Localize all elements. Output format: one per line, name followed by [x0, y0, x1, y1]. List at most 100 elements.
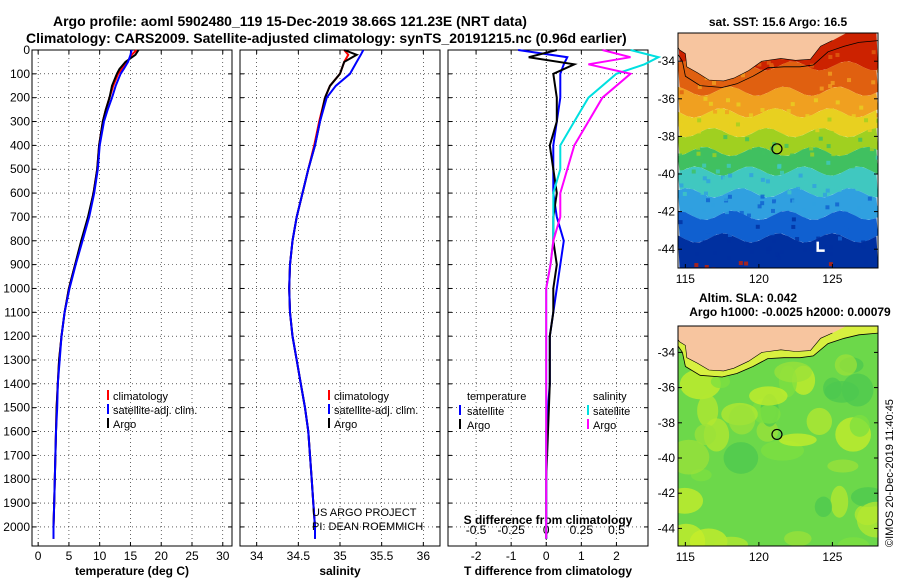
sst-pixel: [706, 179, 711, 184]
sst-pixel: [696, 145, 701, 150]
x-tick-label: 30: [216, 549, 230, 563]
sst-pixel: [829, 131, 834, 136]
sst-pixel: [813, 228, 818, 233]
sla-map-title: Altim. SLA: 0.042: [699, 291, 797, 305]
sst-pixel: [837, 187, 842, 192]
sst-pixel: [724, 210, 729, 215]
sla-map-subtitle: Argo h1000: -0.0025 h2000: 0.00079: [689, 305, 891, 319]
y-tick-label: 1300: [3, 353, 30, 367]
sst-pixel: [733, 185, 738, 190]
land: [678, 33, 847, 81]
plot-frame: [31, 49, 233, 547]
sst-pixel: [761, 151, 766, 156]
map-frame: [677, 325, 879, 547]
sst-pixel: [702, 176, 707, 181]
sla-blob: [749, 386, 788, 406]
sst-pixel: [855, 187, 860, 192]
x2-tick-label: 0.25: [570, 523, 594, 537]
sla-blob: [694, 424, 717, 446]
x2-tick-label: -0.5: [466, 523, 487, 537]
x-tick-label: 36: [417, 549, 431, 563]
sst-pixel: [859, 127, 864, 132]
sst-pixel: [800, 141, 805, 146]
legend-label: satellite-adj. clim.: [113, 405, 197, 417]
sst-pixel: [830, 185, 835, 190]
sst-pixel: [726, 98, 731, 103]
sst-pixel: [703, 191, 708, 196]
sst-pixel: [822, 129, 827, 134]
sst-pixel: [823, 243, 828, 248]
shelf-contour: [678, 40, 878, 88]
sla-blob: [697, 394, 719, 427]
legend-label: Argo: [467, 420, 490, 432]
sst-band: [678, 128, 878, 157]
sla-blob: [678, 439, 710, 475]
sst-pixel: [791, 224, 796, 229]
y-tick-label: 1400: [3, 377, 30, 391]
sst-pixel: [712, 153, 717, 158]
sst-band: [678, 146, 878, 176]
sst-pixel: [760, 194, 765, 199]
sst-pixel: [705, 229, 710, 234]
sst-pixel: [822, 192, 827, 197]
sst-pixel: [776, 136, 781, 141]
lon-tick-label: 120: [749, 272, 769, 286]
sst-pixel: [857, 205, 862, 210]
sst-map-panel: sat. SST: 15.6 Argo: 16.5 -34 -36 -38 -40 -42…: [658, 15, 879, 286]
lat-tick-label: -40: [658, 167, 676, 181]
sla-blob: [834, 354, 857, 376]
x-tick-label: 15: [124, 549, 138, 563]
sst-pixel: [715, 169, 720, 174]
legend-swatch: [459, 419, 461, 429]
sst-pixel: [784, 143, 789, 148]
diff-s-satellite-line: [545, 49, 662, 539]
lat-tick-label: -34: [658, 345, 676, 359]
sst-pixel: [747, 145, 752, 150]
sst-pixel: [844, 226, 849, 231]
sst-pixel: [810, 63, 815, 68]
sst-pixel: [829, 245, 834, 250]
sst-pixel: [802, 208, 807, 213]
sst-pixel: [874, 205, 878, 210]
sst-pixel: [775, 202, 780, 207]
y-tick-label: 200: [10, 91, 30, 105]
temp-argo-line: [52, 49, 140, 539]
sst-pixel: [778, 119, 783, 124]
x-tick-label: 10: [93, 549, 107, 563]
sst-pixel: [696, 151, 701, 156]
sst-pixel: [757, 62, 762, 67]
copyright-text: ©IMOS 20-Dec-2019 11:40:45: [884, 399, 896, 547]
shelf-contour: [678, 332, 878, 378]
float-marker: [771, 428, 783, 441]
sst-pixel: [695, 196, 700, 201]
legend-swatch: [328, 404, 330, 414]
sst-pixel: [773, 97, 778, 102]
x2-tick-label: 0.5: [608, 523, 625, 537]
sla-blob: [841, 373, 874, 407]
sst-pixel: [711, 203, 716, 208]
temperature-panel: 0100200300400500600700800900100011001200…: [3, 43, 233, 578]
sst-pixel: [828, 262, 833, 267]
sst-pixel: [804, 180, 809, 185]
sst-pixel: [869, 191, 874, 196]
legend-label: Argo: [113, 419, 136, 431]
sst-pixel: [871, 80, 876, 85]
sst-pixel: [697, 118, 702, 123]
sst-pixel: [830, 80, 835, 85]
x-tick-label: 35.5: [370, 549, 394, 563]
x-tick-label: 20: [155, 549, 169, 563]
y-tick-label: 1600: [3, 425, 30, 439]
sst-pixel: [749, 249, 754, 254]
legend-label: satellite: [467, 406, 504, 418]
sst-pixel: [766, 60, 771, 65]
y-tick-label: 400: [10, 138, 30, 152]
y-tick-label: 500: [10, 162, 30, 176]
sst-pixel: [816, 236, 821, 241]
sst-pixel: [695, 218, 700, 223]
legend-title-temperature: temperature: [467, 391, 526, 403]
sst-pixel: [825, 205, 830, 210]
sst-pixel: [681, 81, 686, 86]
y-tick-label: 1500: [3, 401, 30, 415]
sla-blob: [678, 523, 706, 546]
lat-tick-label: -42: [658, 486, 676, 500]
